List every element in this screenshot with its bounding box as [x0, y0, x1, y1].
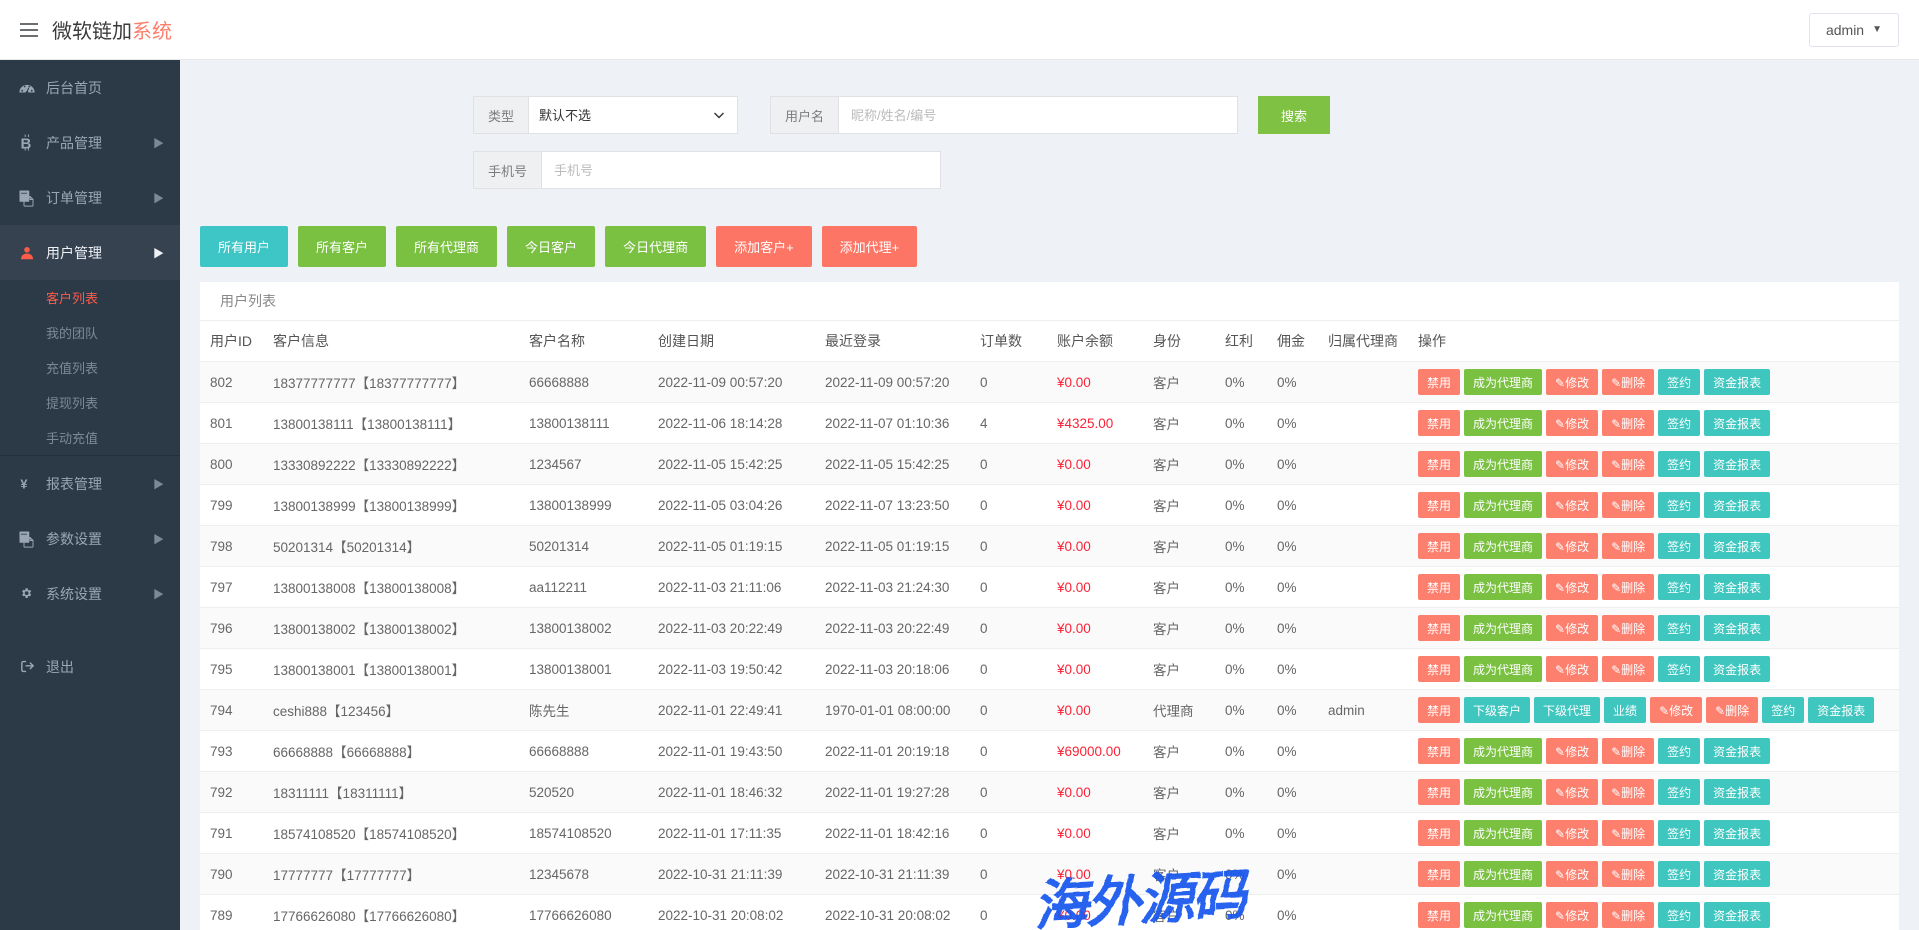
svg-text:B: B [20, 136, 31, 152]
svg-text:¥: ¥ [20, 477, 27, 491]
